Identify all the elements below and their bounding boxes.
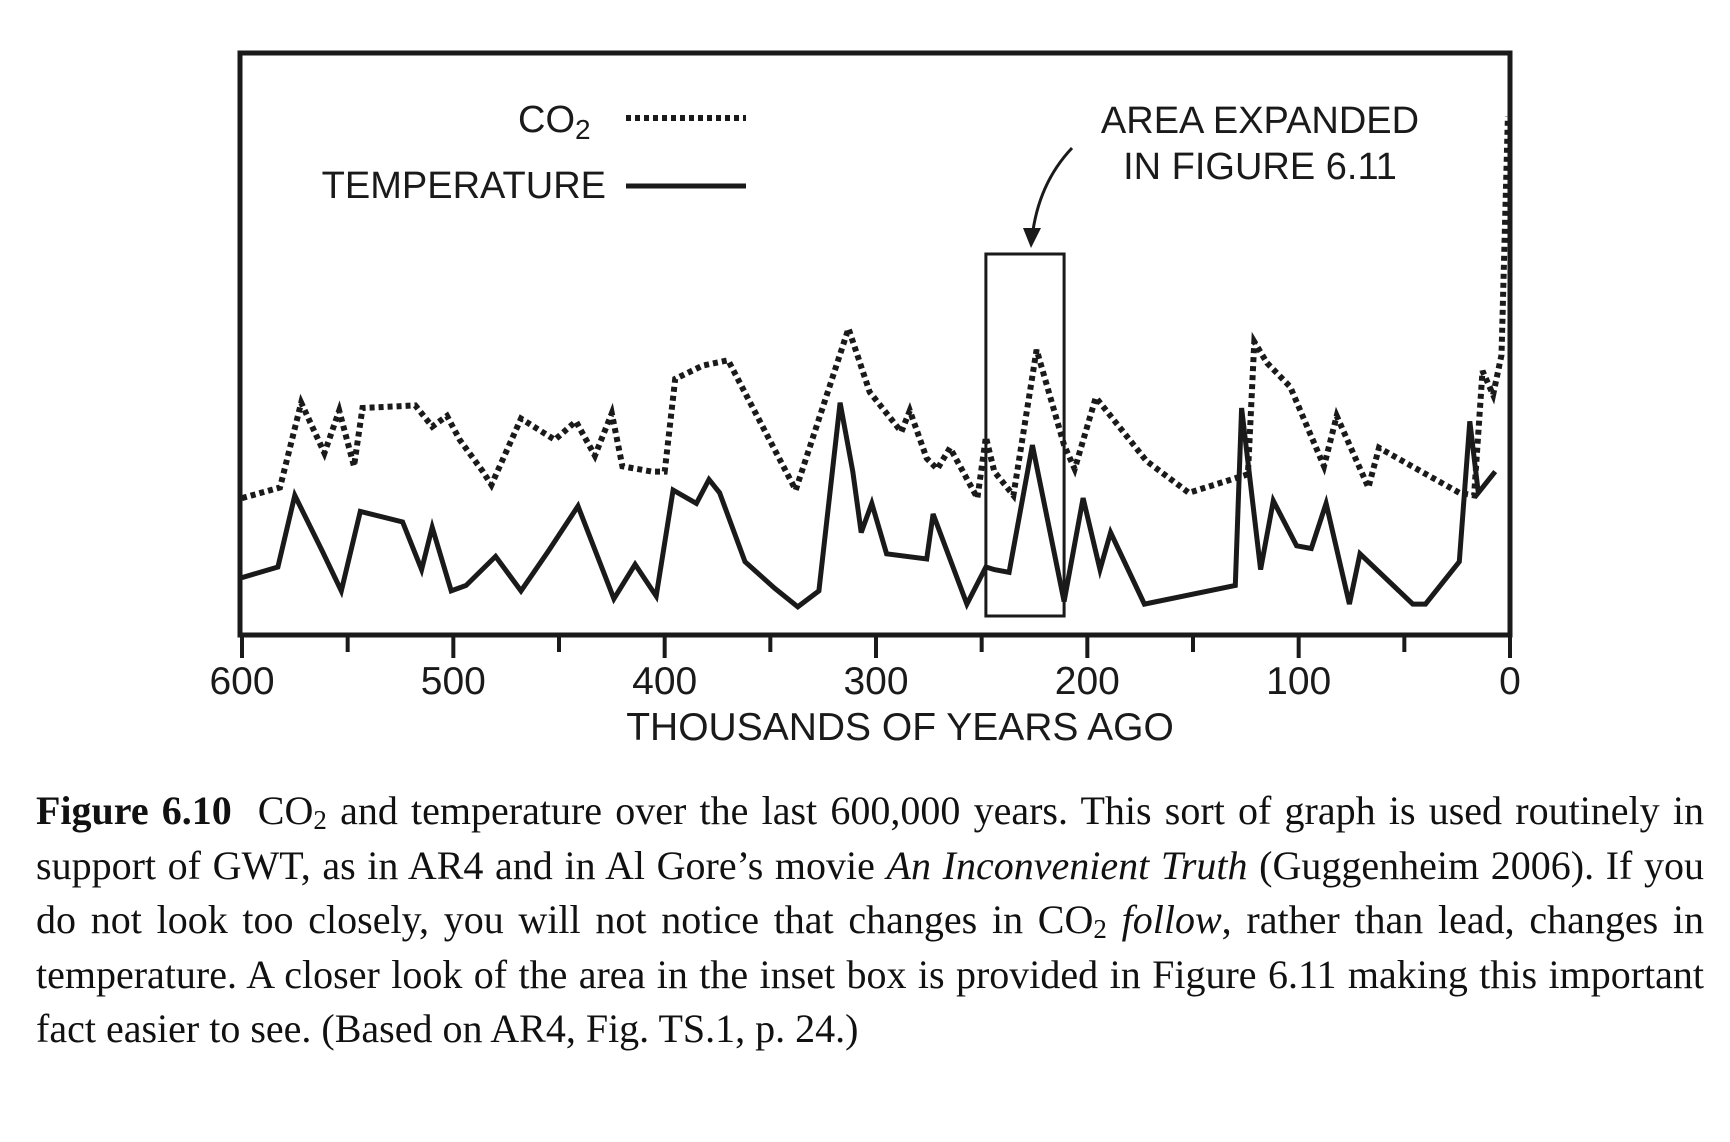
- annotation-arrow: [1030, 146, 1074, 239]
- annotation-line-1: AREA EXPANDED: [1101, 100, 1419, 142]
- caption-text: , rather than lead, changes in temperatu…: [36, 897, 1705, 1051]
- series-co2-line: [241, 116, 1511, 508]
- caption-text: CO: [257, 788, 314, 833]
- annotation-arrowhead: [1023, 228, 1041, 248]
- x-axis-ticks: [240, 635, 1512, 658]
- series-temperature-line: [241, 402, 1498, 611]
- x-tick-label: 200: [1055, 660, 1120, 703]
- x-axis-label: THOUSANDS OF YEARS AGO: [626, 706, 1174, 749]
- figure-label: Figure 6.10: [36, 788, 232, 833]
- caption-text: and temperature over the last 600,000 ye…: [36, 788, 1704, 888]
- legend-label-temperature: TEMPERATURE: [322, 165, 606, 207]
- caption-subscript: 2: [313, 805, 327, 835]
- legend-label-co2: CO2: [518, 99, 591, 145]
- caption-text: (Guggenheim 2006). If you do not look to…: [36, 842, 1705, 943]
- x-tick-label: 600: [209, 660, 274, 703]
- inset-box: [984, 252, 1066, 618]
- x-tick-label: 0: [1499, 660, 1521, 703]
- annotation-line-2: IN FIGURE 6.11: [1123, 146, 1397, 188]
- x-tick-label: 400: [632, 660, 697, 703]
- x-tick-label: 300: [843, 660, 908, 703]
- x-tick-label: 500: [421, 660, 486, 703]
- caption-italic: An Inconvenient Truth: [886, 842, 1248, 888]
- caption-italic: follow: [1121, 897, 1222, 942]
- caption-subscript: 2: [1093, 914, 1107, 944]
- figure-caption: Figure 6.10 CO2 and temperature over the …: [36, 784, 1704, 1057]
- x-axis-tick-labels: 600 500 400 300 200 100 0: [209, 660, 1520, 703]
- x-tick-label: 100: [1266, 660, 1331, 703]
- chart-figure: CO2 TEMPERATURE AREA EXPANDED IN FIGURE …: [209, 50, 1521, 749]
